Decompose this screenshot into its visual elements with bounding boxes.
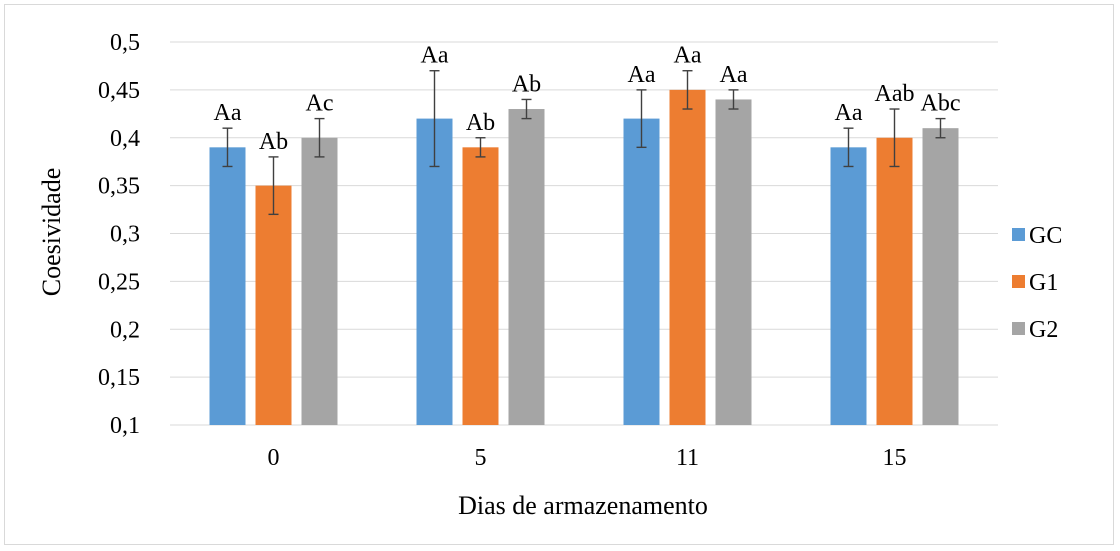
- significance-label: Ab: [466, 110, 495, 136]
- x-tick-label: 11: [676, 445, 699, 471]
- bar-g2: [301, 137, 338, 425]
- significance-label: Ab: [259, 129, 288, 155]
- x-axis-title: Dias de armazenamento: [458, 491, 708, 520]
- significance-label: Aa: [628, 62, 656, 88]
- bar-g1: [255, 185, 292, 425]
- bar-g1: [462, 147, 499, 425]
- significance-label: Aa: [835, 100, 863, 126]
- y-tick-labels: 0,1 0,15 0,2 0,25 0,3 0,35 0,4 0,45 0,5: [98, 30, 140, 439]
- legend-swatch-g1: [1012, 275, 1025, 288]
- legend-swatch-gc: [1012, 228, 1025, 241]
- y-tick-label: 0,15: [98, 365, 140, 391]
- y-tick-label: 0,2: [110, 317, 140, 343]
- x-tick-label: 5: [475, 445, 487, 471]
- y-tick-label: 0,25: [98, 269, 140, 295]
- error-bars: [222, 70, 946, 216]
- legend-label: G2: [1029, 317, 1058, 343]
- significance-label: Ab: [512, 71, 541, 97]
- significance-label: Aa: [674, 43, 702, 69]
- bar-g2: [715, 99, 752, 425]
- y-tick-label: 0,3: [110, 222, 140, 248]
- y-tick-label: 0,5: [110, 30, 140, 56]
- bar-gc: [209, 147, 246, 425]
- x-tick-labels: 0 5 11 15: [268, 445, 907, 471]
- y-tick-label: 0,45: [98, 78, 140, 104]
- significance-labels: Aa Ab Ac Aa Ab Ab Aa Aa Aa Aa Aab Abc: [214, 43, 961, 155]
- significance-label: Aab: [875, 81, 915, 107]
- significance-label: Ac: [306, 91, 334, 117]
- x-tick-label: 15: [883, 445, 907, 471]
- significance-label: Aa: [214, 100, 242, 126]
- significance-label: Aa: [720, 62, 748, 88]
- y-tick-label: 0,35: [98, 174, 140, 200]
- significance-label: Abc: [921, 91, 961, 117]
- legend: GC G1 G2: [1012, 223, 1062, 343]
- legend-swatch-g2: [1012, 322, 1025, 335]
- significance-label: Aa: [421, 43, 449, 69]
- y-axis-title: Coesividade: [37, 168, 66, 297]
- bars: [209, 89, 959, 426]
- bar-gc: [830, 147, 867, 425]
- bar-g2: [508, 109, 545, 426]
- bar-g2: [922, 128, 959, 426]
- bar-gc: [623, 118, 660, 425]
- bar-g1: [669, 89, 706, 425]
- bar-g1: [876, 137, 913, 425]
- legend-label: GC: [1029, 223, 1062, 249]
- y-tick-label: 0,1: [110, 413, 140, 439]
- bar-gc: [416, 118, 453, 425]
- y-tick-label: 0,4: [110, 126, 140, 152]
- legend-label: G1: [1029, 270, 1058, 296]
- x-tick-label: 0: [268, 445, 280, 471]
